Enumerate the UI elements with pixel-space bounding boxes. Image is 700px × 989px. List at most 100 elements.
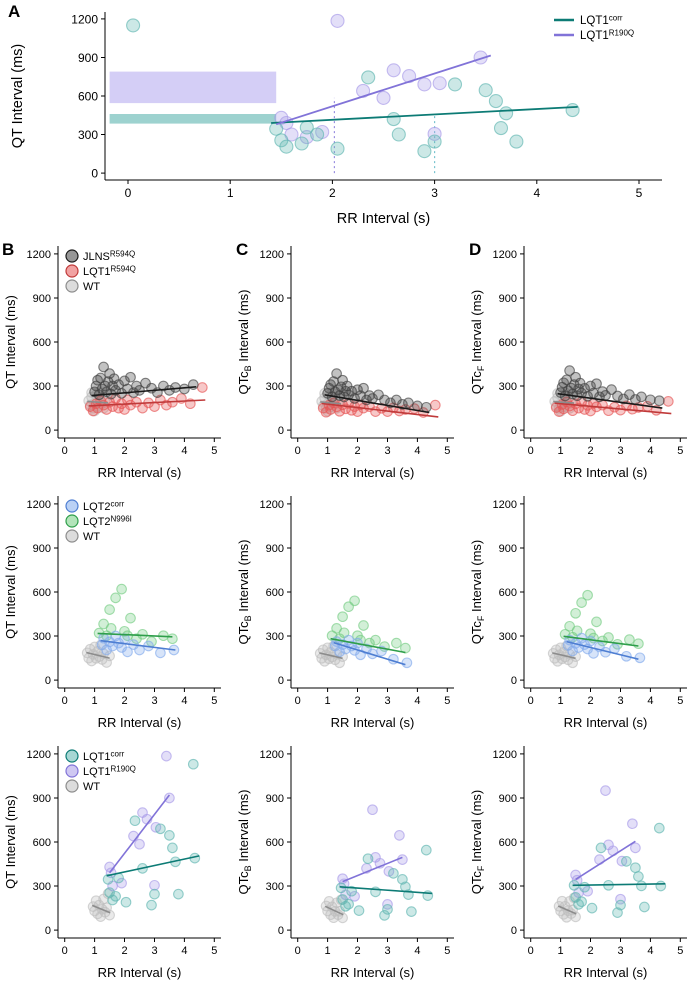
trend-lqt1r594q — [88, 399, 206, 407]
y-axis-label: QT Interval (ms) — [3, 795, 18, 889]
legend-label-lqt1corr: LQT1corr — [580, 13, 623, 27]
x-tick-label: 2 — [587, 695, 593, 707]
y-tick-label: 900 — [33, 293, 51, 305]
x-tick-label: 1 — [92, 445, 98, 457]
axes — [54, 746, 221, 942]
points-jlnsr594q — [89, 361, 199, 401]
y-axis-label: QTcB Interval (ms) — [236, 790, 253, 895]
chart-slot-b2: 0 1 2 3 4 5 0 300 600 900 1200 LQT2corr LQT2N996I WT R… — [0, 488, 233, 738]
y-tick-label: 300 — [266, 381, 284, 393]
legend-label-wt: WT — [83, 781, 100, 793]
axes — [54, 496, 221, 692]
trend-lqt2n996i — [330, 637, 406, 654]
x-tick-label: 5 — [211, 945, 217, 957]
y-tick-label: 900 — [266, 293, 284, 305]
x-tick-label: 2 — [121, 445, 127, 457]
y-tick-label: 300 — [33, 381, 51, 393]
trend-lqt2corr — [100, 639, 176, 651]
y-tick-label: 1200 — [27, 249, 51, 261]
legend-swatch-lqt1r190q — [65, 764, 79, 778]
y-tick-label: 0 — [278, 675, 284, 687]
x-axis-label: RR Interval (s) — [331, 465, 415, 480]
x-tick-label: 3 — [151, 695, 157, 707]
chart-d1: 0 1 2 3 4 5 0 300 600 900 1200 RR Interval (s) QTcF … — [469, 246, 687, 480]
trend-wt — [87, 400, 109, 404]
x-tick-label: 1 — [558, 695, 564, 707]
x-tick-label: 5 — [677, 945, 683, 957]
legend-swatch-lqt2corr — [65, 499, 79, 513]
trend-lqt1r190q — [108, 794, 171, 874]
chart-d2: 0 1 2 3 4 5 0 300 600 900 1200 RR Interval (s) QTcF … — [469, 496, 687, 730]
legend-swatch-lqt2n996i — [65, 514, 79, 528]
x-tick-label: 0 — [528, 945, 534, 957]
y-tick-label: 300 — [499, 631, 517, 643]
y-axis-label: QTcF Interval (ms) — [469, 540, 486, 644]
y-tick-label: 300 — [499, 881, 517, 893]
x-tick-label: 0 — [295, 445, 301, 457]
x-tick-label: 2 — [354, 445, 360, 457]
x-tick-label: 0 — [295, 945, 301, 957]
legend-swatch-wt — [65, 529, 79, 543]
y-tick-label: 300 — [266, 631, 284, 643]
chart-slot-b1: 0 1 2 3 4 5 0 300 600 900 1200 JLNSR594Q LQT1R594Q WT… — [0, 238, 233, 488]
y-tick-label: 0 — [511, 675, 517, 687]
trend-wt — [557, 905, 577, 915]
x-tick-label: 3 — [384, 695, 390, 707]
x-tick-label: 2 — [587, 945, 593, 957]
legend-label-lqt1r190q: LQT1R190Q — [83, 764, 136, 778]
x-tick-label: 5 — [211, 445, 217, 457]
y-tick-label: 300 — [266, 881, 284, 893]
x-tick-label: 3 — [384, 945, 390, 957]
y-tick-label: 1200 — [71, 12, 98, 26]
y-tick-label: 1200 — [493, 249, 517, 261]
x-axis-label: RR Interval (s) — [331, 715, 415, 730]
legend-label-jlnsr594q: JLNSR594Q — [83, 249, 135, 263]
legend-label-lqt1r594q: LQT1R594Q — [83, 264, 136, 278]
y-tick-label: 0 — [278, 425, 284, 437]
x-tick-label: 5 — [444, 945, 450, 957]
confidence-band — [109, 71, 277, 104]
x-tick-label: 4 — [181, 695, 187, 707]
trend-lqt2corr — [566, 640, 639, 660]
chart-slot-c2: 0 1 2 3 4 5 0 300 600 900 1200 RR Interval (s) QTcB … — [233, 488, 466, 738]
x-tick-label: 1 — [325, 695, 331, 707]
y-tick-label: 300 — [78, 128, 98, 142]
chart-c3: 0 1 2 3 4 5 0 300 600 900 1200 RR Interval (s) QTcB … — [236, 746, 454, 980]
x-axis-label: RR Interval (s) — [98, 465, 182, 480]
y-tick-label: 900 — [499, 293, 517, 305]
x-tick-label: 1 — [325, 445, 331, 457]
x-tick-label: 2 — [121, 695, 127, 707]
x-axis-label: RR Interval (s) — [331, 965, 415, 980]
y-tick-label: 1200 — [27, 749, 51, 761]
chart-slot-c3: 0 1 2 3 4 5 0 300 600 900 1200 RR Interval (s) QTcB … — [233, 738, 466, 988]
axes — [287, 496, 454, 692]
y-tick-label: 1200 — [260, 499, 284, 511]
legend-swatch-wt — [65, 279, 79, 293]
x-tick-label: 3 — [617, 445, 623, 457]
x-tick-label: 5 — [677, 695, 683, 707]
y-tick-label: 900 — [33, 793, 51, 805]
y-tick-label: 600 — [266, 337, 284, 349]
chart-d3: 0 1 2 3 4 5 0 300 600 900 1200 RR Interval (s) QTcF … — [469, 746, 687, 980]
x-axis-label: RR Interval (s) — [564, 965, 648, 980]
y-tick-label: 900 — [78, 51, 98, 65]
y-tick-label: 600 — [266, 587, 284, 599]
x-tick-label: 3 — [617, 695, 623, 707]
y-tick-label: 900 — [33, 543, 51, 555]
x-tick-label: 4 — [414, 445, 420, 457]
x-tick-label: 4 — [181, 445, 187, 457]
y-tick-label: 600 — [499, 587, 517, 599]
legend-swatch-lqt1corr — [65, 749, 79, 763]
y-tick-label: 0 — [45, 675, 51, 687]
x-tick-label: 1 — [92, 945, 98, 957]
trend-wt — [319, 652, 343, 660]
y-tick-label: 600 — [33, 587, 51, 599]
x-tick-label: 0 — [62, 945, 68, 957]
axes — [54, 246, 221, 442]
